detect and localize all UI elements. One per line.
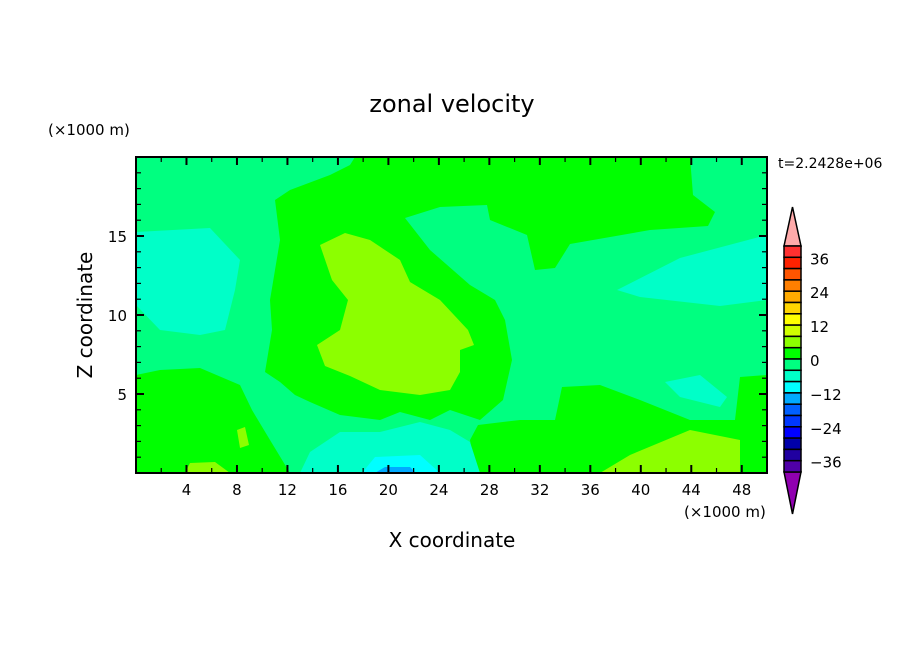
colorbar-over-triangle xyxy=(783,206,802,247)
colorbar-label: 0 xyxy=(810,352,820,370)
y-tick-label: 10 xyxy=(108,307,127,325)
field-region-negative-4-8 xyxy=(665,375,727,407)
time-label: t=2.2428e+06 xyxy=(778,156,882,172)
x-tick-label: 48 xyxy=(732,481,751,499)
colorbar-label: 24 xyxy=(810,284,829,302)
colorbar-label: −24 xyxy=(810,420,842,438)
field-region-negative-8-12 xyxy=(362,455,440,473)
field-region-positive-4-8 xyxy=(185,462,230,473)
colorbar-swatch xyxy=(783,245,802,259)
x-tick-label: 36 xyxy=(581,481,600,499)
x-tick-label: 12 xyxy=(278,481,297,499)
colorbar-label: 12 xyxy=(810,318,829,336)
y-axis-label: Z coordinate xyxy=(73,252,97,379)
x-tick-label: 44 xyxy=(682,481,701,499)
x-tick-label: 20 xyxy=(379,481,398,499)
colorbar-swatch xyxy=(783,392,802,405)
field-region-negative-4-8 xyxy=(300,422,480,473)
chart-title: zonal velocity xyxy=(369,90,534,118)
colorbar-label: 36 xyxy=(810,250,829,268)
colorbar: 36 24 12 0 −12 −24 −36 xyxy=(783,206,842,515)
field-region-negative-4-8 xyxy=(617,235,767,306)
colorbar-swatch xyxy=(783,414,802,428)
colorbar-swatch xyxy=(783,426,802,439)
colorbar-swatch xyxy=(783,380,802,394)
colorbar-swatch xyxy=(783,459,802,473)
x-tick-label: 28 xyxy=(480,481,499,499)
x-tick-label: 4 xyxy=(182,481,192,499)
colorbar-swatch xyxy=(783,448,802,462)
colorbar-swatch xyxy=(783,324,802,338)
colorbar-swatch xyxy=(783,346,802,360)
colorbar-label: −12 xyxy=(810,386,842,404)
field-region-positive-4-8 xyxy=(237,427,249,448)
colorbar-swatch xyxy=(783,335,802,349)
colorbar-swatch xyxy=(783,290,802,304)
x-tick-label: 16 xyxy=(328,481,347,499)
x-tick-label: 24 xyxy=(429,481,448,499)
x-tick-label: 32 xyxy=(530,481,549,499)
colorbar-swatch xyxy=(783,313,802,326)
colorbar-swatch xyxy=(783,279,802,292)
x-tick-label: 40 xyxy=(631,481,650,499)
colorbar-swatch xyxy=(783,403,802,417)
field-region-positive-4-8 xyxy=(600,430,740,473)
y-unit-label: (×1000 m) xyxy=(48,121,130,139)
colorbar-swatch xyxy=(783,256,802,270)
x-unit-label: (×1000 m) xyxy=(684,503,766,521)
colorbar-swatch xyxy=(783,301,802,315)
y-tick-label: 15 xyxy=(108,228,127,246)
colorbar-under-triangle xyxy=(783,471,802,515)
field-region-positive-4-8 xyxy=(317,233,474,395)
y-tick-label: 5 xyxy=(117,386,127,404)
field-region-negative-12-16 xyxy=(375,467,416,473)
colorbar-swatch xyxy=(783,369,802,383)
x-axis-label: X coordinate xyxy=(389,528,516,552)
colorbar-swatch xyxy=(783,267,802,281)
colorbar-swatch xyxy=(783,358,802,372)
field-region-negative-4-8 xyxy=(136,228,240,335)
colorbar-swatch xyxy=(783,437,802,451)
colorbar-label: −36 xyxy=(810,454,842,472)
field-region-positive-0-4 xyxy=(136,368,290,473)
contour-field xyxy=(136,157,767,473)
x-tick-label: 8 xyxy=(232,481,242,499)
